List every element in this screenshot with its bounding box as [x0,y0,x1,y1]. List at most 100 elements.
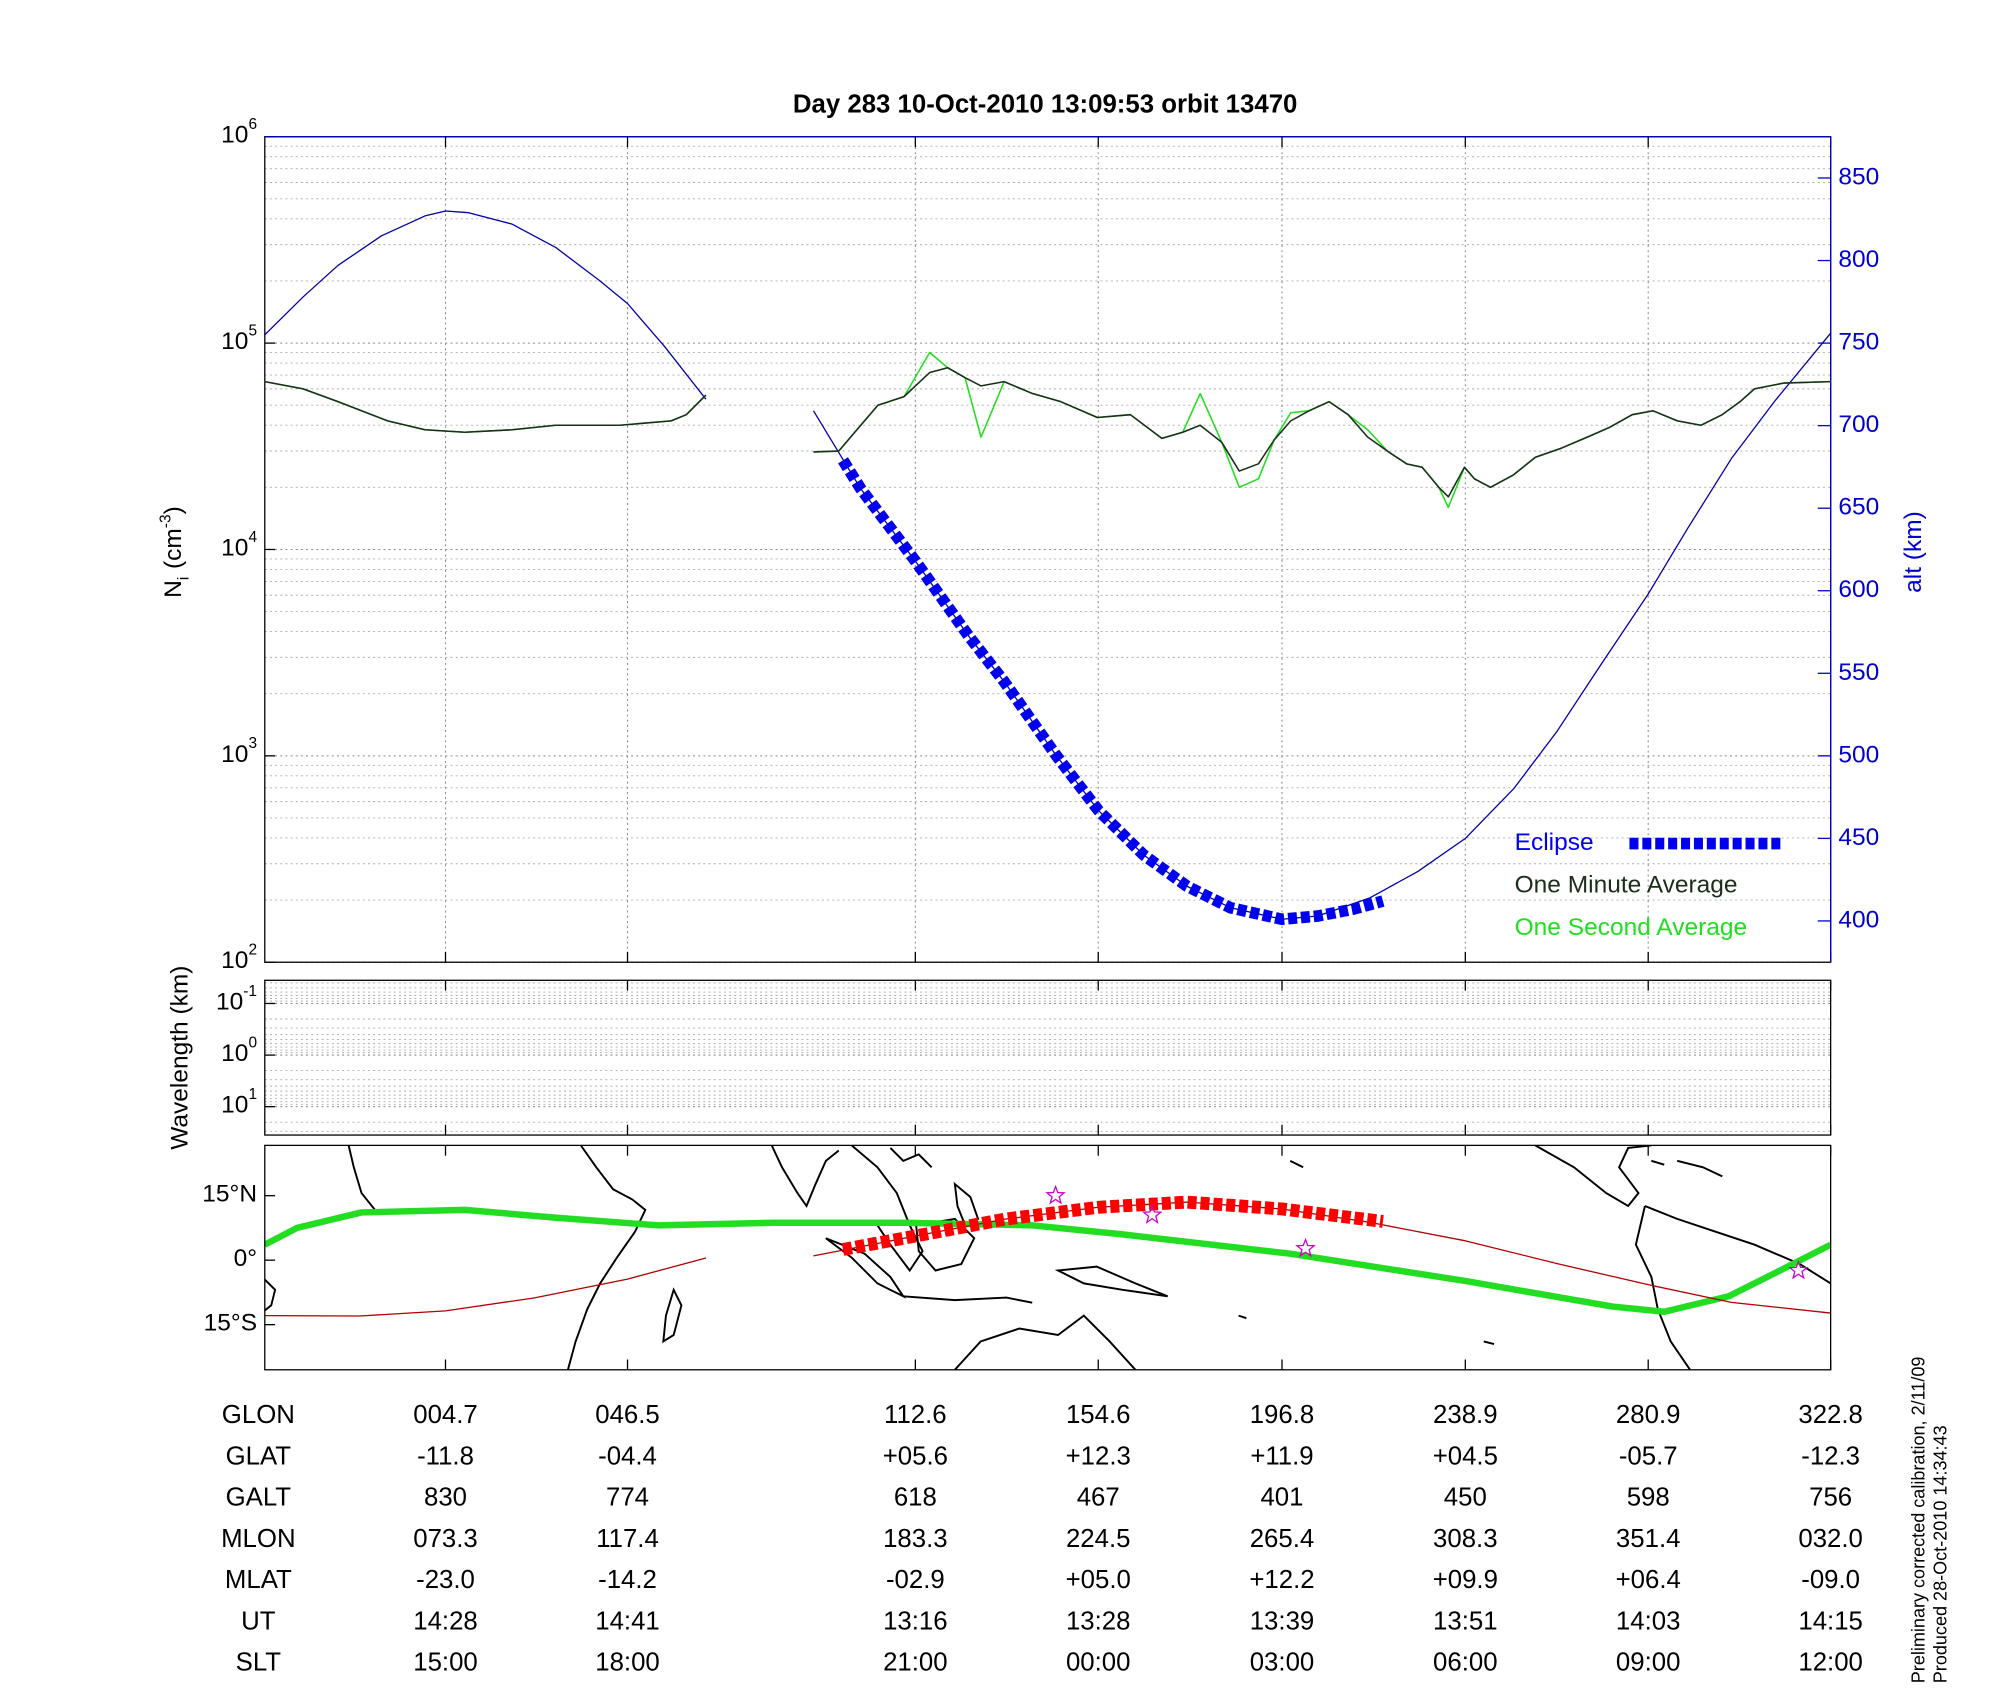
y-tick-label-text: 0° [234,1246,257,1273]
table-cell: 00:00 [1066,1649,1131,1677]
y-label-power: -3 [158,514,175,528]
y-tick-label: 106 [221,116,257,149]
eclipse-track [841,1195,1384,1256]
table-cell: -23.0 [416,1566,475,1594]
legend-label: Eclipse [1515,829,1594,856]
panel-frame [264,979,1832,1136]
data-line [264,366,1831,498]
table-cell: 450 [1444,1484,1487,1512]
table-cell: 046.5 [595,1401,660,1429]
table-cell: 004.7 [413,1401,478,1429]
table-cell: 618 [894,1484,937,1512]
y2-tick-label: 850 [1838,163,1879,190]
y-tick-label: 10-1 [216,983,257,1016]
coastline [1534,1145,1652,1208]
coastline [851,1145,924,1273]
table-cell: 06:00 [1433,1649,1498,1677]
table-cell: -12.3 [1801,1442,1860,1470]
data-line [264,1206,1831,1315]
y2-tick-label: 750 [1838,329,1879,356]
table-cell: +12.3 [1066,1442,1131,1470]
table-cell: 351.4 [1616,1525,1681,1553]
table-cell: +04.5 [1433,1442,1498,1470]
table-cell: 13:28 [1066,1607,1131,1635]
y2-axis-label: alt (km) [1900,511,1927,593]
coastline [566,1145,647,1370]
y-tick-label-text: 10 [221,948,248,975]
chart-title: Day 283 10-Oct-2010 13:09:53 orbit 13470 [793,91,1297,119]
coastline [1651,1159,1723,1178]
table-cell: -14.2 [598,1566,657,1594]
table-cell: 18:00 [595,1649,660,1677]
table-cell: -05.7 [1619,1442,1678,1470]
table-cell: +09.9 [1433,1566,1498,1594]
table-cell: 14:28 [413,1607,478,1635]
star-marker [1295,1237,1316,1258]
table-cell: 401 [1260,1484,1303,1512]
table-cell: 756 [1809,1484,1852,1512]
table-cell: 265.4 [1250,1525,1315,1553]
table-cell: 774 [606,1484,649,1512]
row-label: UT [241,1607,276,1635]
table-cell: 073.3 [413,1525,478,1553]
coastline [1054,1265,1169,1298]
table-cell: -11.8 [417,1442,474,1470]
coastline [1634,1205,1691,1370]
y-tick-label-text: 15°N [202,1181,257,1208]
y2-tick-label: 700 [1838,411,1879,438]
table-cell: 224.5 [1066,1525,1131,1553]
y-label-unit: (cm [160,528,187,569]
y-tick-power: 3 [248,735,257,752]
table-cell: 03:00 [1250,1649,1315,1677]
coastline [903,1295,1033,1304]
star-marker [1141,1204,1163,1224]
y-tick-label: 15°S [204,1310,257,1337]
legend-label: One Second Average [1515,914,1747,941]
table-cell: -02.9 [886,1566,945,1594]
table-cell: 13:39 [1250,1607,1315,1635]
table-cell: +06.4 [1616,1566,1681,1594]
y2-tick-label: 400 [1838,906,1879,933]
table-cell: 154.6 [1066,1401,1131,1429]
table-cell: 14:03 [1616,1607,1681,1635]
y2-tick-label: 450 [1838,824,1879,851]
y-tick-label-text: 10 [221,535,248,562]
table-cell: 13:51 [1433,1607,1498,1635]
table-cell: +05.6 [883,1442,948,1470]
star-marker [1788,1259,1809,1280]
coastline [1238,1159,1495,1345]
y-label-close: ) [160,506,187,514]
y2-tick-label: 600 [1838,576,1879,603]
y-tick-power: 0 [248,1035,257,1052]
y-tick-label: 105 [221,323,257,356]
coastline [889,1147,933,1168]
legend-label: One Minute Average [1515,872,1738,899]
table-cell: 196.8 [1250,1401,1315,1429]
y2-tick-label: 800 [1838,246,1879,273]
table-cell: 238.9 [1433,1401,1498,1429]
panel-frame [264,1144,1832,1371]
footnote: Produced 28-Oct-2010 14:34:43 [1930,1425,1950,1683]
table-cell: 467 [1077,1484,1120,1512]
y-tick-label: 101 [221,1086,257,1119]
y-tick-label: 103 [221,735,257,768]
table-cell: 14:15 [1798,1607,1863,1635]
y-tick-label: 0° [234,1246,257,1273]
table-cell: 14:41 [595,1607,660,1635]
coastline [347,1145,378,1214]
y-tick-power: 4 [248,529,257,546]
y-tick-label: 15°N [202,1181,257,1208]
y-axis-label: Wavelength (km) [166,966,193,1150]
table-cell: 032.0 [1798,1525,1863,1553]
map-layer [264,1145,1831,1370]
table-cell: +11.9 [1250,1442,1313,1470]
y-tick-label: 100 [221,1035,257,1068]
y-tick-label: 104 [221,529,257,562]
y-tick-label-text: 15°S [204,1310,257,1337]
y-tick-power: 5 [248,323,257,340]
table-cell: -04.4 [598,1442,657,1470]
table-cell: +05.0 [1066,1566,1131,1594]
y-tick-label-text: 10 [221,1041,248,1068]
